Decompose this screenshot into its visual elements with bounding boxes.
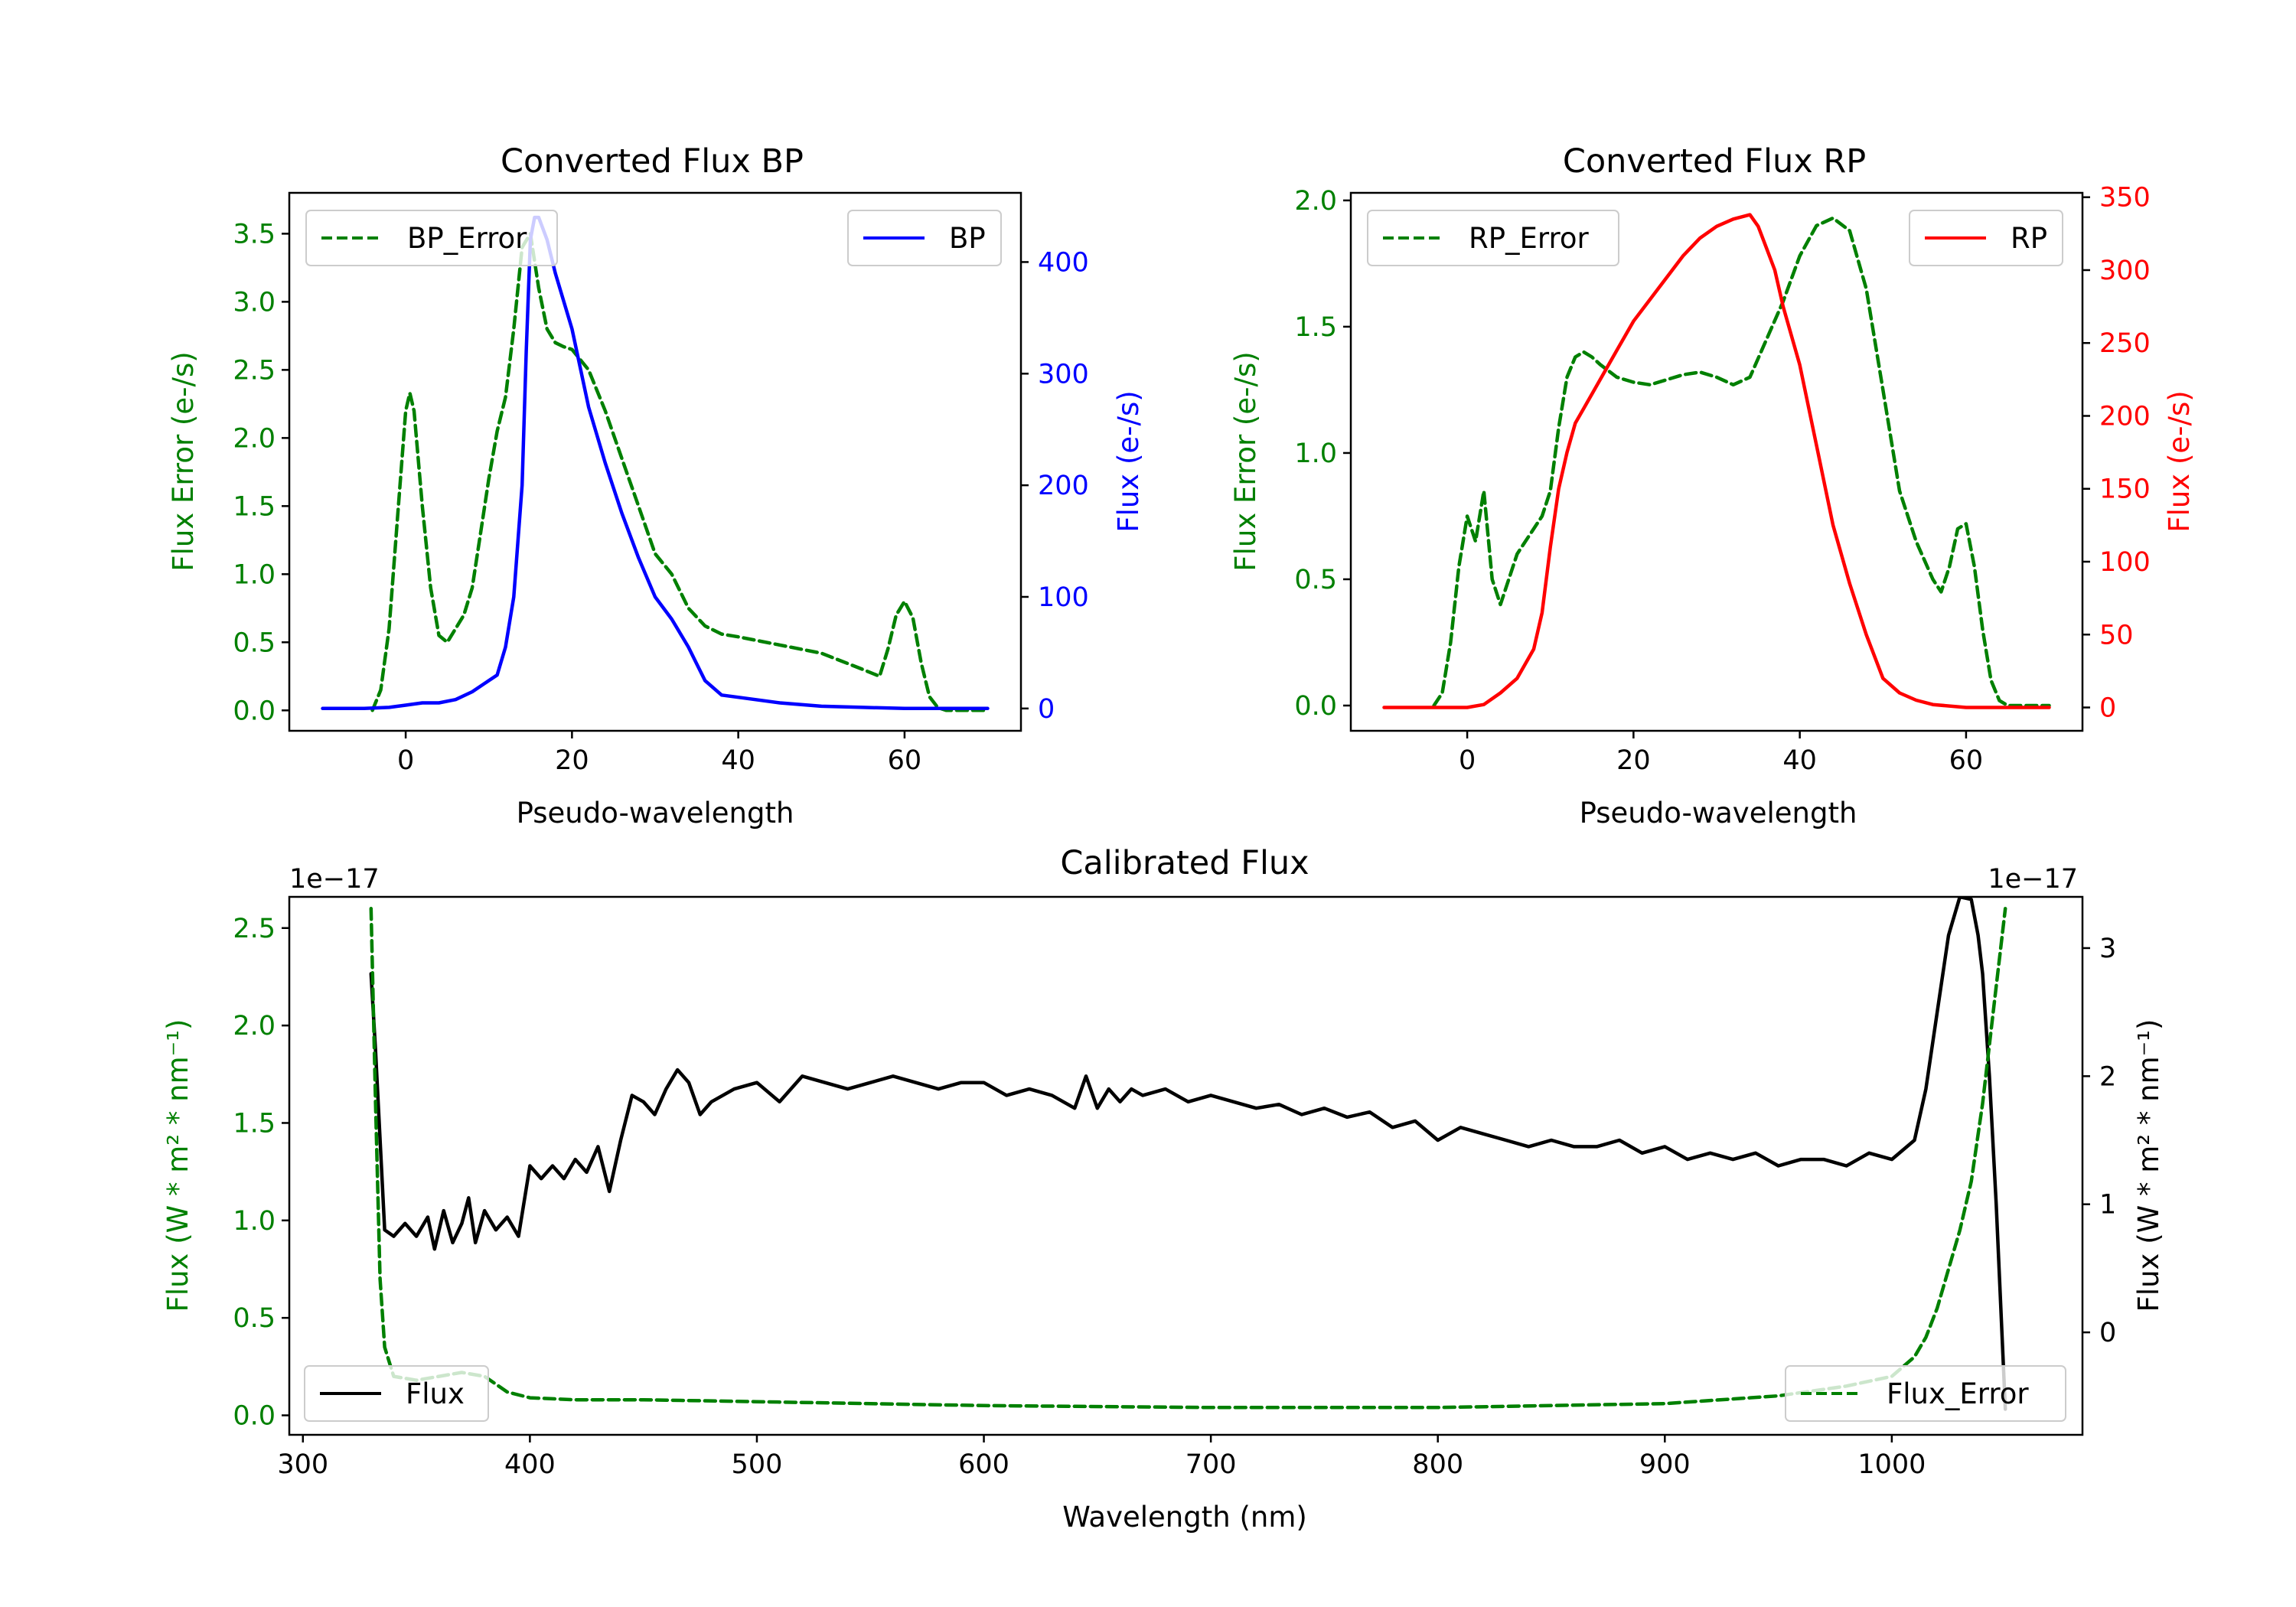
cal-error-legend-label: Flux_Error — [1887, 1377, 2029, 1410]
bp-x-tick-label: 40 — [721, 745, 755, 776]
cal-flux-legend-label: Flux — [406, 1377, 465, 1410]
cal-left-tick-label: 1.0 — [233, 1206, 276, 1237]
cal-left-tick-label: 1.5 — [233, 1108, 276, 1139]
bp-legend: BP — [847, 210, 1002, 266]
bp-left-tick-label: 1.5 — [233, 491, 276, 522]
cal-x-tick-label: 900 — [1639, 1449, 1691, 1480]
rp-left-tick-label: 1.0 — [1294, 438, 1337, 469]
bp-right-tick-label: 100 — [1038, 582, 1089, 613]
cal-right-tick-label: 3 — [2099, 934, 2116, 964]
rp-x-tick-label: 20 — [1616, 745, 1651, 776]
rp-left-axis-label: Flux Error (e-/s) — [1229, 351, 1262, 571]
cal-title: Calibrated Flux — [1060, 844, 1309, 882]
rp-left-tick-label: 1.5 — [1294, 312, 1337, 343]
panel-calibrated-flux: Calibrated Flux 1e−17 1e−17 0.0 0.5 1.0 1.5… — [161, 844, 2165, 1534]
rp-right-tick-label: 350 — [2099, 183, 2151, 214]
cal-x-tick-label: 1000 — [1857, 1449, 1926, 1480]
cal-x-tick-label: 600 — [958, 1449, 1009, 1480]
bp-left-tick-label: 2.5 — [233, 355, 276, 386]
bp-right-tick-label: 200 — [1038, 471, 1089, 501]
rp-error-legend: RP_Error — [1367, 210, 1619, 266]
bp-left-tick-label: 2.0 — [233, 423, 276, 454]
bp-bp-line — [321, 215, 990, 711]
rp-right-tick-label: 100 — [2099, 547, 2151, 578]
rp-left-tick-label: 2.0 — [1294, 186, 1337, 217]
bp-right-tick-label: 400 — [1038, 247, 1089, 278]
bp-x-tick-label: 60 — [888, 745, 922, 776]
bp-left-axis-label: Flux Error (e-/s) — [167, 351, 200, 571]
rp-title: Converted Flux RP — [1563, 142, 1866, 181]
rp-right-tick-label: 200 — [2099, 401, 2151, 432]
bp-left-tick-label: 1.0 — [233, 559, 276, 590]
panel-converted-flux-bp: Converted Flux BP 0.0 0.5 1.0 1.5 2.0 2.5 3.0 3… — [167, 142, 1145, 830]
bp-bp-error-line — [370, 232, 990, 712]
bp-error-legend-label: BP_Error — [407, 222, 527, 255]
rp-error-legend-label: RP_Error — [1469, 222, 1589, 255]
cal-right-axis-label: Flux (W * m² * nm⁻¹) — [2132, 1019, 2165, 1312]
cal-x-tick-label: 500 — [732, 1449, 783, 1480]
cal-left-tick-label: 0.0 — [233, 1401, 276, 1432]
bp-left-tick-label: 0.0 — [233, 696, 276, 726]
cal-left-offset-text: 1e−17 — [289, 864, 380, 895]
rp-right-axis-label: Flux (e-/s) — [2163, 390, 2196, 532]
bp-error-legend: BP_Error — [305, 210, 558, 266]
cal-right-tick-label: 2 — [2099, 1061, 2116, 1092]
rp-right-tick-label: 300 — [2099, 256, 2151, 286]
cal-x-axis-label: Wavelength (nm) — [1062, 1501, 1307, 1534]
cal-flux-line — [369, 897, 2007, 1411]
cal-x-tick-label: 300 — [277, 1449, 328, 1480]
bp-x-tick-label: 0 — [397, 745, 414, 776]
cal-x-tick-label: 400 — [504, 1449, 556, 1480]
bp-left-tick-label: 3.0 — [233, 287, 276, 318]
rp-x-axis-label: Pseudo-wavelength — [1580, 797, 1857, 830]
rp-left-tick-label: 0.5 — [1294, 565, 1337, 595]
bp-plot-frame — [288, 191, 1022, 732]
cal-plot-frame — [288, 895, 2084, 1436]
cal-left-tick-label: 0.5 — [233, 1303, 276, 1334]
cal-right-tick-label: 0 — [2099, 1318, 2116, 1348]
cal-x-tick-label: 800 — [1412, 1449, 1463, 1480]
cal-flux-legend: Flux — [304, 1365, 489, 1422]
rp-right-tick-label: 0 — [2099, 693, 2116, 724]
cal-right-offset-text: 1e−17 — [1988, 864, 2078, 895]
cal-x-tick-label: 700 — [1186, 1449, 1237, 1480]
rp-right-tick-label: 50 — [2099, 620, 2134, 650]
bp-title: Converted Flux BP — [501, 142, 804, 181]
bp-left-tick-label: 3.5 — [233, 219, 276, 249]
cal-error-legend: Flux_Error — [1785, 1365, 2066, 1422]
rp-plot-frame — [1349, 191, 2084, 732]
rp-left-tick-label: 0.0 — [1294, 691, 1337, 722]
bp-x-axis-label: Pseudo-wavelength — [517, 797, 794, 830]
cal-left-axis-label: Flux (W * m² * nm⁻¹) — [161, 1019, 194, 1312]
rp-x-tick-label: 60 — [1949, 745, 1984, 776]
bp-right-axis-label: Flux (e-/s) — [1112, 390, 1145, 532]
panel-converted-flux-rp: Converted Flux RP 0.0 0.5 1.0 1.5 2.0 0 50 100… — [1229, 142, 2196, 830]
cal-left-tick-label: 2.0 — [233, 1011, 276, 1041]
bp-right-tick-label: 300 — [1038, 359, 1089, 390]
rp-legend: RP — [1909, 210, 2063, 266]
bp-x-tick-label: 20 — [555, 745, 589, 776]
bp-left-tick-label: 0.5 — [233, 627, 276, 658]
rp-x-tick-label: 0 — [1459, 745, 1476, 776]
rp-x-tick-label: 40 — [1782, 745, 1817, 776]
bp-legend-label: BP — [949, 222, 986, 255]
rp-legend-label: RP — [2011, 222, 2047, 255]
bp-right-tick-label: 0 — [1038, 694, 1055, 725]
rp-rp-line — [1382, 213, 2051, 709]
cal-right-tick-label: 1 — [2099, 1190, 2116, 1221]
rp-rp-error-line — [1432, 216, 2051, 708]
rp-right-tick-label: 250 — [2099, 328, 2151, 359]
rp-right-tick-label: 150 — [2099, 474, 2151, 505]
cal-left-tick-label: 2.5 — [233, 914, 276, 944]
